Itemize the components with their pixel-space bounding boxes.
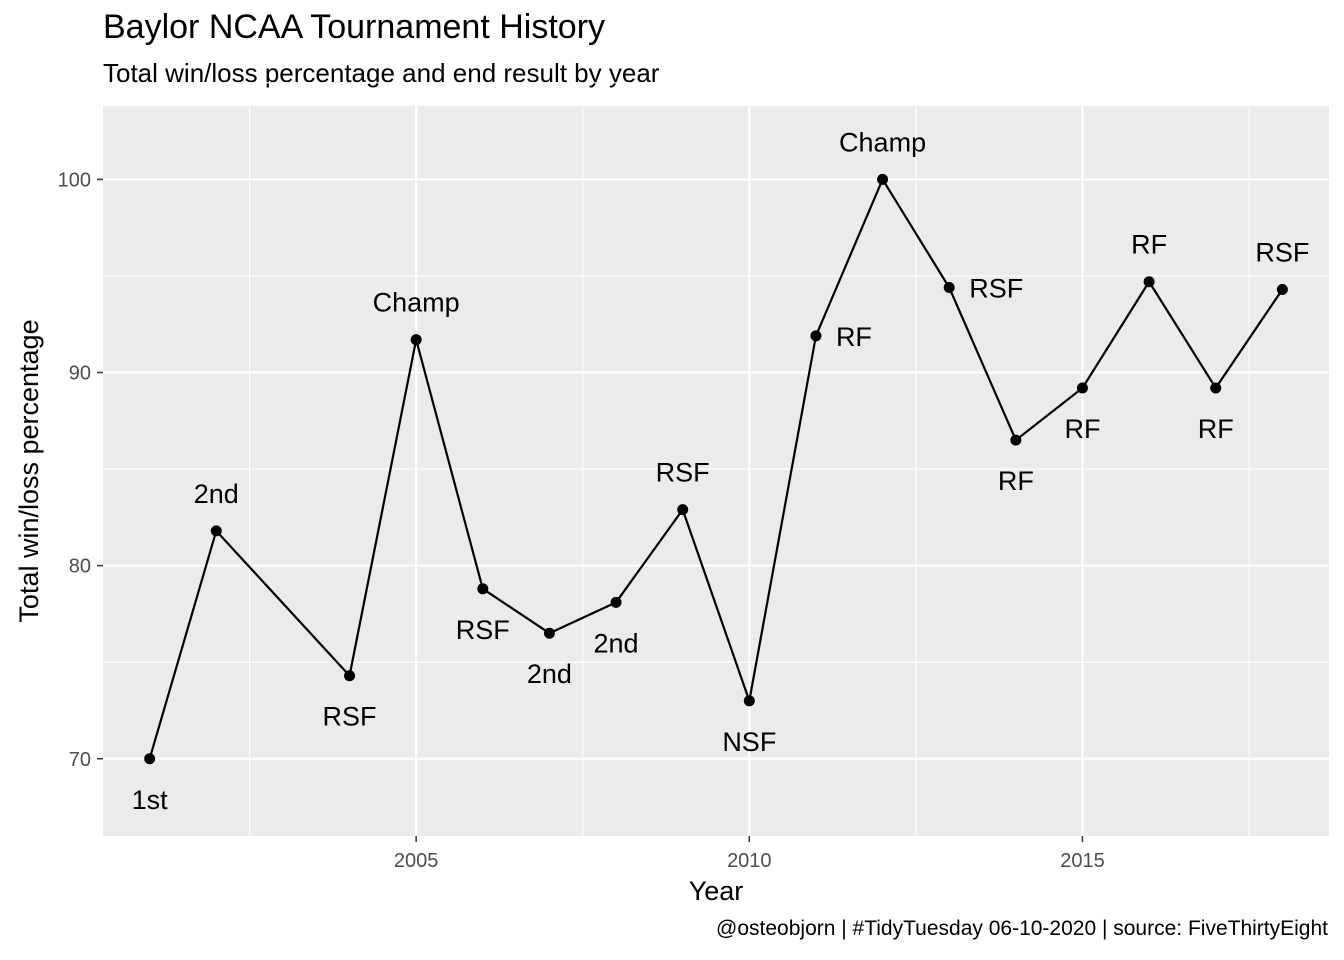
data-point-label: RF xyxy=(1064,414,1100,444)
y-axis-title: Total win/loss percentage xyxy=(14,319,44,622)
data-point xyxy=(1076,382,1088,394)
data-point-label: 2nd xyxy=(194,479,239,509)
data-point-label: 2nd xyxy=(527,659,572,689)
data-point xyxy=(344,670,356,682)
data-point-label: Champ xyxy=(839,127,926,157)
data-point-label: RF xyxy=(836,322,872,352)
data-point-label: RSF xyxy=(323,702,377,732)
data-point-label: 2nd xyxy=(594,628,639,658)
data-point-label: RSF xyxy=(969,274,1023,304)
data-point-label: RSF xyxy=(656,458,710,488)
data-point xyxy=(943,282,955,294)
data-point xyxy=(1143,276,1155,288)
data-point xyxy=(477,583,489,595)
data-point-label: RF xyxy=(1131,230,1167,260)
x-tick-label: 2005 xyxy=(394,850,439,872)
chart-title: Baylor NCAA Tournament History xyxy=(103,8,606,46)
chart-caption: @osteobjorn | #TidyTuesday 06-10-2020 | … xyxy=(716,917,1328,940)
data-point-label: RSF xyxy=(456,615,510,645)
data-point xyxy=(1276,283,1288,295)
x-tick-label: 2010 xyxy=(727,850,772,872)
x-axis-title: Year xyxy=(689,876,744,906)
data-point xyxy=(1010,434,1022,446)
data-point-label: NSF xyxy=(722,727,776,757)
data-point-labels: 1st 2nd RSF Champ RSF 2nd 2nd RSF NSF RF Champ RSF R… xyxy=(132,127,1310,814)
data-points xyxy=(144,173,1288,765)
y-tick-label: 70 xyxy=(69,749,91,771)
minor-gridlines xyxy=(103,82,1329,856)
y-axis-tick-labels: 70 80 90 100 xyxy=(58,169,91,770)
y-tick-label: 90 xyxy=(69,363,91,385)
data-point xyxy=(877,173,889,185)
major-gridlines xyxy=(103,106,1329,836)
data-point-label: RF xyxy=(1198,414,1234,444)
data-point xyxy=(543,627,555,639)
data-point xyxy=(743,695,755,707)
data-point xyxy=(610,596,622,608)
data-point xyxy=(144,753,156,765)
x-tick-label: 2015 xyxy=(1060,850,1105,872)
x-axis-tick-labels: 2005 2010 2015 xyxy=(394,850,1105,872)
y-tick-label: 80 xyxy=(69,556,91,578)
data-point xyxy=(677,504,689,516)
data-point xyxy=(410,334,422,346)
data-point-label: Champ xyxy=(373,288,460,318)
axis-ticks xyxy=(97,178,1084,842)
data-point-label: RF xyxy=(998,466,1034,496)
data-point xyxy=(210,525,222,537)
data-point xyxy=(810,330,822,342)
plot-panel xyxy=(103,106,1329,836)
y-tick-label: 100 xyxy=(58,169,91,191)
data-point xyxy=(1210,382,1222,394)
data-point-label: RSF xyxy=(1255,237,1309,267)
data-point-label: 1st xyxy=(132,785,169,815)
